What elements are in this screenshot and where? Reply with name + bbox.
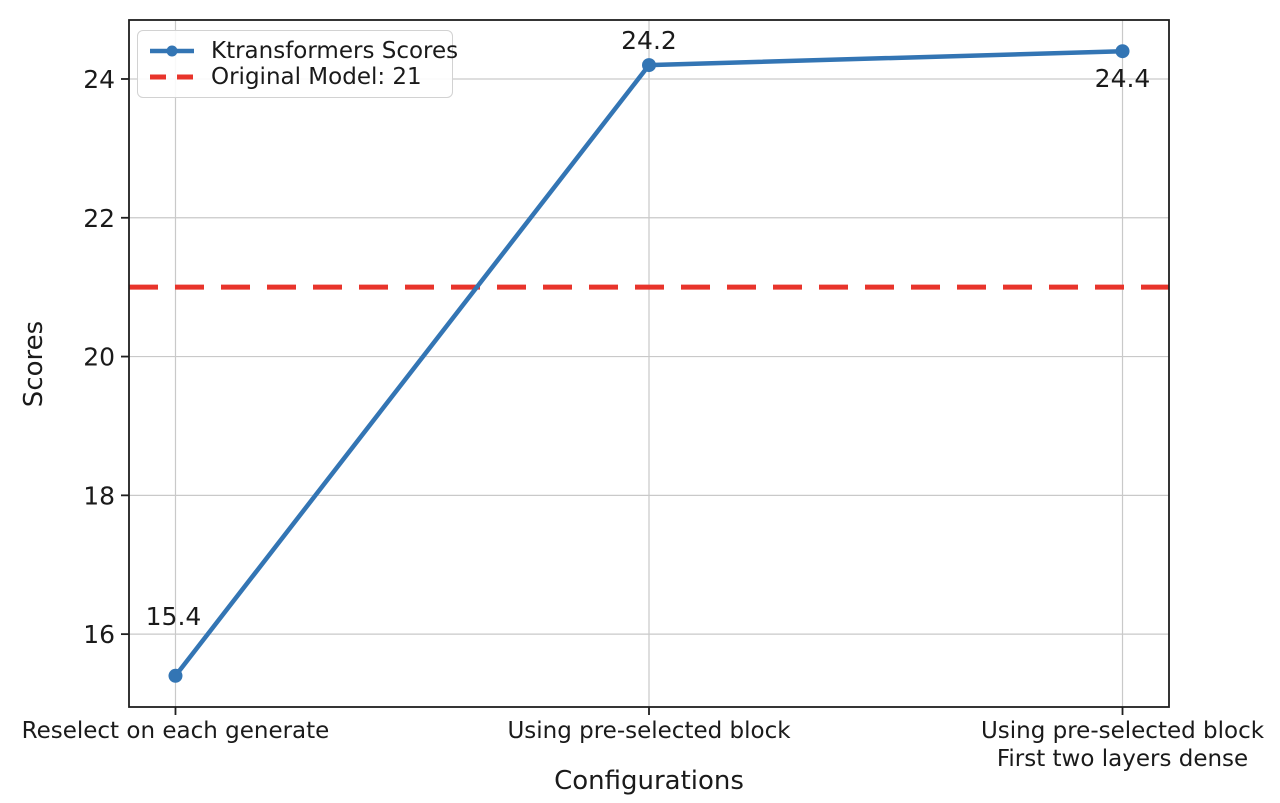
legend-item-reference: Original Model: 21 xyxy=(148,63,440,90)
legend-dashed-line-icon xyxy=(150,74,194,80)
legend: Ktransformers Scores Original Model: 21 xyxy=(137,30,458,98)
data-point-marker xyxy=(1115,44,1130,59)
x-tick-label: Using pre-selected block xyxy=(507,718,791,744)
x-tick-label: First two layers dense xyxy=(997,746,1248,772)
data-point-label: 24.4 xyxy=(1095,64,1151,93)
legend-series-line-icon xyxy=(150,45,194,57)
data-point-marker xyxy=(642,58,656,73)
plot-border xyxy=(128,19,1170,708)
data-point-marker xyxy=(168,668,183,683)
y-tick-label: 18 xyxy=(83,481,115,510)
data-point-label: 15.4 xyxy=(146,602,202,631)
legend-series-label: Ktransformers Scores xyxy=(211,37,459,64)
y-axis-title: Scores xyxy=(19,320,49,408)
x-axis-title: Configurations xyxy=(554,766,744,796)
legend-reference-label: Original Model: 21 xyxy=(211,63,422,90)
data-point-label: 24.2 xyxy=(621,26,677,55)
x-tick-label: Reselect on each generate xyxy=(22,718,330,744)
x-tick-label: Using pre-selected block xyxy=(981,718,1265,744)
legend-item-series: Ktransformers Scores xyxy=(148,39,458,63)
y-tick-label: 20 xyxy=(83,343,115,372)
y-tick-label: 22 xyxy=(83,204,115,233)
y-tick-label: 24 xyxy=(83,65,115,94)
y-tick-label: 16 xyxy=(83,620,115,649)
